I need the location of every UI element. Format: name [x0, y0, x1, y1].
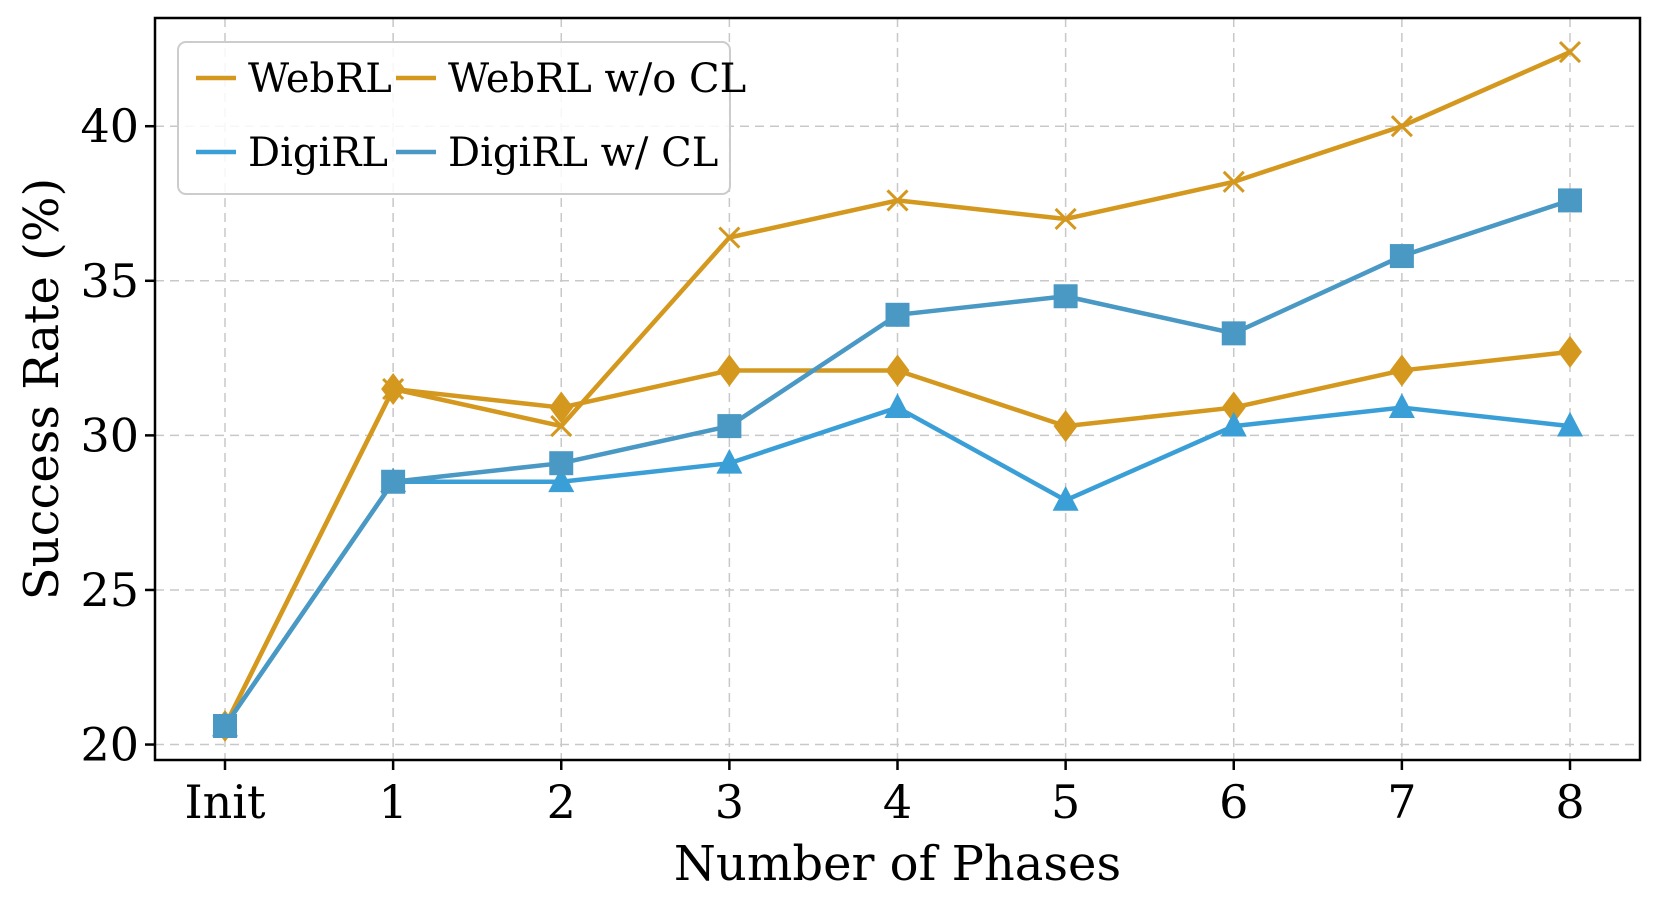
data-point-webrl-w-o-cl: [382, 377, 405, 401]
data-point-webrl: [885, 354, 910, 387]
data-point-webrl: [1221, 391, 1246, 424]
data-point-webrl-w-o-cl: [1054, 207, 1077, 231]
legend-label: WebRL w/o CL: [448, 56, 746, 102]
series-digirl-w-cl: [213, 188, 1582, 738]
data-point-webrl: [1389, 354, 1414, 387]
data-point-digirl-w-cl: [1221, 321, 1246, 346]
data-point-webrl: [1053, 410, 1078, 443]
data-point-webrl-w-o-cl: [1558, 40, 1582, 64]
legend-box: [177, 41, 731, 195]
data-point-digirl: [716, 448, 743, 474]
data-point-webrl-w-o-cl: [718, 226, 741, 249]
x-tick-label: 1: [378, 775, 407, 829]
x-tick-label: 8: [1555, 775, 1584, 829]
data-point-digirl-w-cl: [549, 451, 574, 476]
data-point-digirl: [884, 393, 911, 418]
legend-item-digirl-w-cl: DigiRL w/ CL: [396, 130, 718, 176]
data-point-webrl: [549, 391, 574, 424]
data-point-digirl-w-cl: [381, 469, 406, 494]
y-tick-label: 40: [80, 99, 139, 153]
legend-label: WebRL: [248, 56, 392, 102]
x-tick-label: Init: [185, 775, 267, 829]
x-tick-label: 6: [1219, 775, 1248, 829]
y-tick-label: 25: [80, 563, 139, 617]
data-point-digirl-w-cl: [1558, 188, 1582, 213]
data-point-digirl-w-cl: [1389, 244, 1414, 269]
legend-item-digirl: DigiRL: [196, 130, 388, 176]
data-point-webrl-w-o-cl: [550, 415, 573, 438]
x-tick-label: 2: [547, 775, 576, 829]
data-point-webrl-w-o-cl: [1222, 170, 1245, 193]
x-tick-label: 7: [1387, 775, 1416, 829]
axis-ticks: Init 1 2 3 4 5 6 7 8 20 25 30 35 40: [80, 99, 1584, 829]
y-tick-label: 35: [80, 254, 139, 308]
plot-series: [212, 40, 1583, 742]
data-point-digirl-w-cl: [717, 414, 742, 439]
data-point-digirl-w-cl: [213, 713, 237, 738]
y-tick-label: 20: [80, 718, 139, 772]
legend: WebRL WebRL w/o CL DigiRL DigiRL w/ CL: [177, 41, 746, 195]
x-tick-label: 4: [883, 775, 912, 829]
y-axis-label: Success Rate (%): [14, 178, 70, 600]
data-point-webrl: [717, 354, 742, 387]
legend-label: DigiRL w/ CL: [448, 130, 718, 176]
x-axis-label: Number of Phases: [674, 836, 1121, 892]
data-point-digirl-w-cl: [885, 302, 910, 327]
data-point-webrl-w-o-cl: [1390, 115, 1413, 138]
legend-item-webrl-w-o-cl: WebRL w/o CL: [396, 56, 746, 102]
y-tick-label: 30: [80, 408, 139, 462]
data-point-digirl: [548, 467, 575, 493]
legend-label: DigiRL: [248, 130, 388, 176]
data-point-digirl: [1052, 486, 1079, 511]
data-point-digirl: [1220, 411, 1247, 437]
data-point-digirl: [1388, 393, 1415, 418]
x-tick-label: 3: [715, 775, 744, 829]
x-tick-label: 5: [1051, 775, 1080, 829]
data-point-webrl: [1558, 335, 1582, 368]
data-point-webrl-w-o-cl: [886, 189, 909, 212]
legend-item-webrl: WebRL: [196, 56, 392, 102]
data-point-digirl-w-cl: [1053, 284, 1078, 309]
data-point-digirl: [1557, 411, 1583, 437]
